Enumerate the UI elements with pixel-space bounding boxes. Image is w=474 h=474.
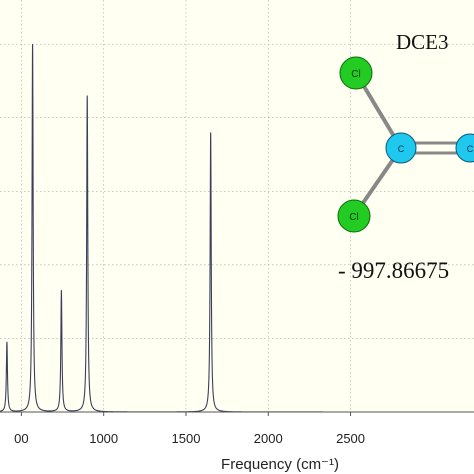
chlorine-atom-2	[337, 199, 371, 233]
x-tick-label-2: 1500	[172, 431, 201, 446]
x-tick-label-0: 00	[14, 431, 28, 446]
molecule-title: DCE3	[396, 30, 449, 54]
carbon-atom-1-label: C	[398, 144, 405, 154]
chlorine-atom-2-label: Cl	[349, 212, 358, 223]
carbon-atom-1	[385, 132, 417, 164]
chlorine-atom-1	[339, 56, 373, 90]
energy-value: - 997.86675	[338, 258, 450, 283]
molecule-diagram: Cl Cl C C	[337, 56, 474, 233]
x-tick-label-1: 1000	[89, 431, 118, 446]
x-axis-ticks: 00 1000 1500 2000 2500	[14, 412, 365, 446]
x-axis-label: Frequency (cm⁻¹)	[221, 456, 339, 473]
chlorine-atom-1-label: Cl	[351, 69, 360, 80]
carbon-atom-2-label: C	[467, 144, 474, 154]
plot-area	[0, 0, 474, 412]
carbon-atom-2	[455, 133, 474, 163]
x-tick-label-3: 2000	[254, 431, 283, 446]
x-tick-label-4: 2500	[336, 431, 365, 446]
